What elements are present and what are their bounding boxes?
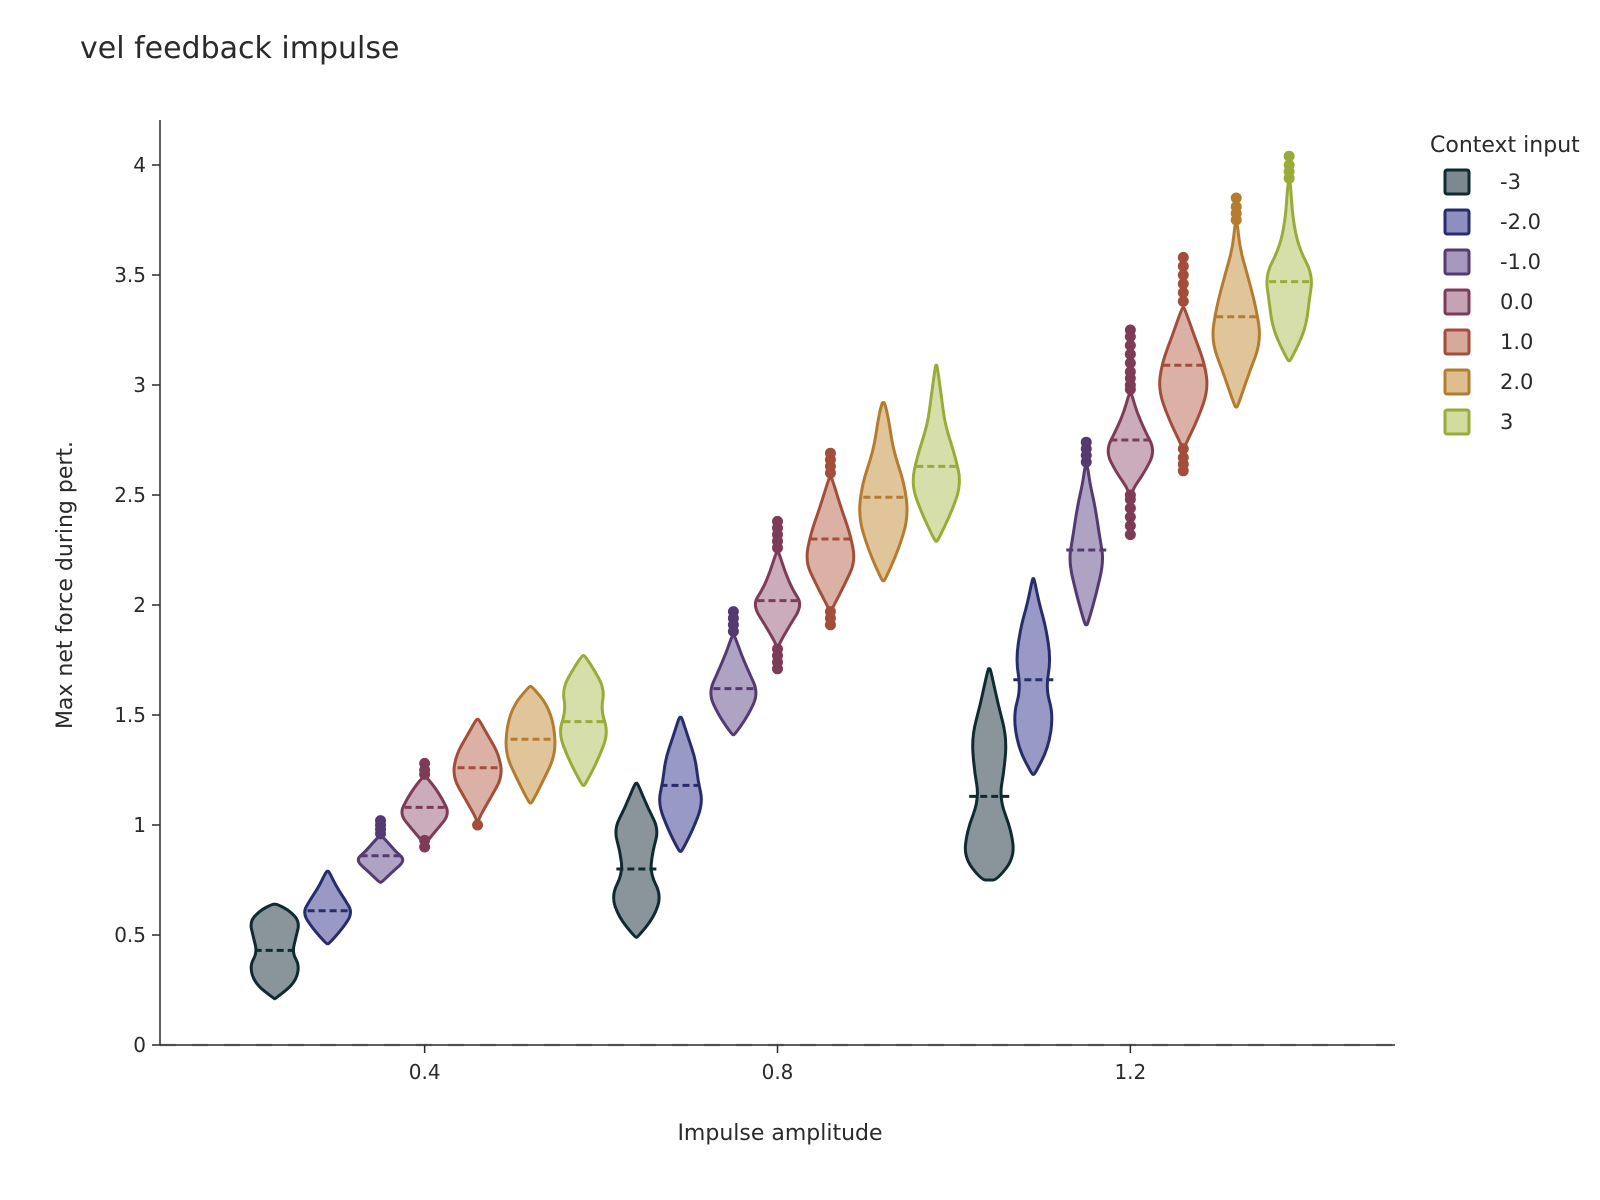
violin-body [1068, 464, 1105, 627]
violin-outlier [1124, 339, 1136, 351]
legend-swatch [1443, 288, 1471, 316]
violin-body [858, 401, 909, 583]
legend-label: 3 [1500, 410, 1513, 434]
violin-outlier [1177, 443, 1189, 455]
violin-outlier [1124, 489, 1136, 501]
y-tick-label: 0.5 [114, 923, 146, 947]
legend-label: -3 [1500, 170, 1521, 194]
violin-outlier [772, 643, 783, 655]
violin-outlier [1124, 324, 1136, 336]
legend-title: Context input [1430, 133, 1580, 158]
legend-swatch [1443, 368, 1471, 396]
violin-series-1.0 [452, 251, 1209, 831]
y-axis-title: Max net force during pert. [53, 441, 78, 729]
legend-label: 2.0 [1500, 370, 1533, 394]
axes: 0 0.5 1 1.5 2 2.5 3 3.5 4 0.4 0.8 1.2 [114, 120, 1395, 1084]
violin-body [1106, 392, 1155, 508]
legend-label: 0.0 [1500, 290, 1533, 314]
x-axis-title: Impulse amplitude [677, 1121, 882, 1146]
y-tick-label: 4 [133, 153, 146, 177]
violin-outlier [1283, 150, 1295, 162]
y-tick-label: 3 [133, 373, 146, 397]
violin-series-2.0 [504, 192, 1261, 805]
legend-label: 1.0 [1500, 330, 1533, 354]
violin-outlier [1124, 357, 1136, 369]
violin-body [356, 834, 405, 884]
violin-outlier [1177, 295, 1189, 307]
violin-outlier [1124, 511, 1136, 523]
violin-outlier [1080, 436, 1092, 448]
violin-series-3 [559, 150, 1313, 787]
y-tick-label: 3.5 [114, 263, 146, 287]
violin-body [805, 475, 856, 616]
legend-label: -1.0 [1500, 250, 1541, 274]
y-tick-label: 2.5 [114, 483, 146, 507]
violin-series-0.0 [400, 324, 1155, 853]
violin-outlier [472, 819, 484, 831]
violin-body [612, 781, 661, 939]
violin-outlier [419, 757, 431, 769]
x-tick-label: 0.4 [409, 1060, 441, 1084]
violin-body [658, 715, 703, 853]
violin-body [1265, 181, 1313, 363]
legend-swatch [1443, 248, 1471, 276]
violin-body [963, 667, 1015, 882]
y-tick-label: 1 [133, 813, 146, 837]
violin-outlier [1283, 159, 1295, 171]
violin-series--2.0 [303, 577, 1054, 946]
violin-outlier [1177, 452, 1189, 464]
legend[interactable]: Context input -3 -2.0 -1.0 0.0 1.0 2.0 3 [1430, 133, 1580, 436]
violin-outlier [1124, 520, 1136, 532]
legend-swatch [1443, 168, 1471, 196]
violin-outlier [1124, 366, 1136, 378]
violin-outlier [419, 834, 431, 846]
violin-outlier [1177, 269, 1189, 281]
violin-body [249, 902, 300, 1001]
violin-outlier [1177, 287, 1189, 299]
legend-swatch [1443, 408, 1471, 436]
x-tick-label: 0.8 [762, 1060, 794, 1084]
violin-outlier [375, 815, 387, 827]
legend-swatch [1443, 208, 1471, 236]
violin-outlier [1177, 251, 1189, 263]
violin-outlier [1230, 192, 1242, 204]
y-tick-label: 1.5 [114, 703, 146, 727]
legend-swatch [1443, 328, 1471, 356]
violin-outlier [727, 606, 739, 618]
violin-body [452, 717, 503, 827]
violin-body [911, 363, 961, 543]
violin-body [1013, 577, 1054, 776]
violin-outlier [1177, 260, 1189, 272]
violin-body [303, 869, 352, 946]
violin-outlier [772, 515, 783, 527]
violin-body [709, 634, 758, 737]
violin-series--3 [249, 667, 1015, 1001]
violin-body [559, 654, 608, 787]
violin-body [504, 684, 557, 805]
y-tick-label: 0 [133, 1033, 146, 1057]
violin-outlier [1124, 348, 1136, 360]
violin-outlier [1124, 502, 1136, 514]
violin-body [1158, 306, 1209, 453]
violin-series--1.0 [356, 436, 1107, 884]
violin-outlier [1124, 529, 1136, 541]
x-tick-label: 1.2 [1114, 1060, 1146, 1084]
violin-outlier [824, 447, 836, 459]
y-tick-label: 2 [133, 593, 146, 617]
legend-label: -2.0 [1500, 210, 1541, 234]
violin-outlier [1230, 201, 1242, 213]
chart-title: vel feedback impulse [80, 31, 399, 66]
violin-outlier [1177, 278, 1189, 290]
violin-outlier [824, 606, 836, 618]
plot-area [249, 150, 1313, 1001]
